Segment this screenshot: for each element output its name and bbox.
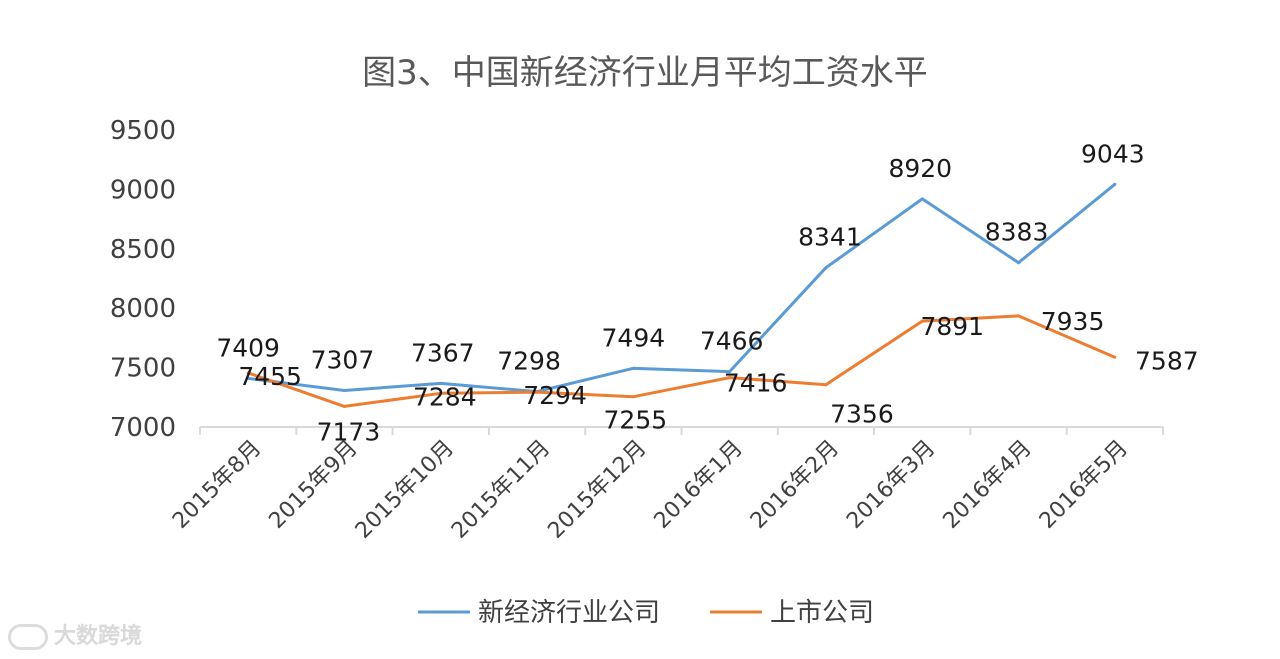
data-point xyxy=(631,395,635,399)
data-label: 7891 xyxy=(920,312,984,341)
data-label: 7455 xyxy=(238,362,302,391)
data-point xyxy=(728,370,732,374)
watermark-text: 大数跨境 xyxy=(54,624,143,649)
data-label: 7466 xyxy=(700,327,764,356)
x-tick-label: 2016年4月 xyxy=(939,436,1037,534)
data-point xyxy=(920,197,924,201)
data-label: 7255 xyxy=(604,406,668,435)
data-label: 7935 xyxy=(1041,307,1105,336)
data-point xyxy=(920,319,924,323)
data-point xyxy=(342,389,346,393)
data-point xyxy=(1017,261,1021,265)
series-line-2 xyxy=(247,314,1116,408)
legend-label-series-2: 上市公司 xyxy=(770,598,874,628)
y-tick-label: 8000 xyxy=(110,294,176,324)
y-tick-label: 9500 xyxy=(110,116,176,146)
chat-bubble-icon xyxy=(8,624,48,650)
x-tick-label: 2016年5月 xyxy=(1035,436,1133,534)
data-label: 9043 xyxy=(1081,139,1145,168)
data-label: 7298 xyxy=(497,347,561,376)
data-point xyxy=(342,404,346,408)
data-point xyxy=(824,266,828,270)
chart-title: 图3、中国新经济行业月平均工资水平 xyxy=(362,53,928,93)
data-point xyxy=(246,371,250,375)
x-tick-label: 2016年2月 xyxy=(746,436,844,534)
data-point xyxy=(535,390,539,394)
data-label: 8341 xyxy=(798,223,862,252)
data-point xyxy=(631,366,635,370)
data-label: 8920 xyxy=(888,154,952,183)
data-labels: 7409 7307 7367 7298 7494 7466 8341 8920 8383 9043… xyxy=(216,139,1198,446)
data-point xyxy=(246,376,250,380)
data-label: 7284 xyxy=(413,382,477,411)
data-label: 7367 xyxy=(411,338,475,367)
data-point xyxy=(439,391,443,395)
legend-label-series-1: 新经济行业公司 xyxy=(478,598,660,628)
x-tick-label: 2015年8月 xyxy=(168,436,266,534)
y-tick-label: 7500 xyxy=(110,354,176,384)
data-point xyxy=(728,376,732,380)
x-tick-label: 2015年9月 xyxy=(264,436,362,534)
data-label: 7356 xyxy=(830,400,894,429)
data-label: 7294 xyxy=(523,381,587,410)
data-label: 7409 xyxy=(216,333,280,362)
x-tick-label: 2016年1月 xyxy=(650,436,748,534)
y-tick-label: 8500 xyxy=(110,235,176,265)
data-label: 7307 xyxy=(311,346,375,375)
legend: 新经济行业公司 上市公司 xyxy=(418,598,874,628)
x-tick-label: 2016年3月 xyxy=(842,436,940,534)
data-label: 7587 xyxy=(1135,346,1199,375)
x-tick-label: 2015年12月 xyxy=(543,436,651,544)
watermark: 大数跨境 xyxy=(8,618,142,650)
data-label: 7416 xyxy=(724,369,788,398)
data-label: 8383 xyxy=(985,218,1049,247)
y-tick-label: 9000 xyxy=(110,175,176,205)
data-point xyxy=(1113,182,1117,186)
x-tick-label: 2015年11月 xyxy=(447,436,555,544)
y-axis: 7000 7500 8000 8500 9000 9500 xyxy=(110,116,176,443)
series-line-1 xyxy=(248,183,1116,394)
data-label: 7494 xyxy=(602,323,666,352)
data-point xyxy=(439,381,443,385)
data-point xyxy=(824,383,828,387)
series-layer xyxy=(246,182,1117,408)
data-label: 7173 xyxy=(317,417,381,446)
data-point xyxy=(1113,355,1117,359)
y-tick-label: 7000 xyxy=(110,413,176,443)
data-point xyxy=(1017,314,1021,318)
x-tick-label: 2015年10月 xyxy=(351,436,459,544)
